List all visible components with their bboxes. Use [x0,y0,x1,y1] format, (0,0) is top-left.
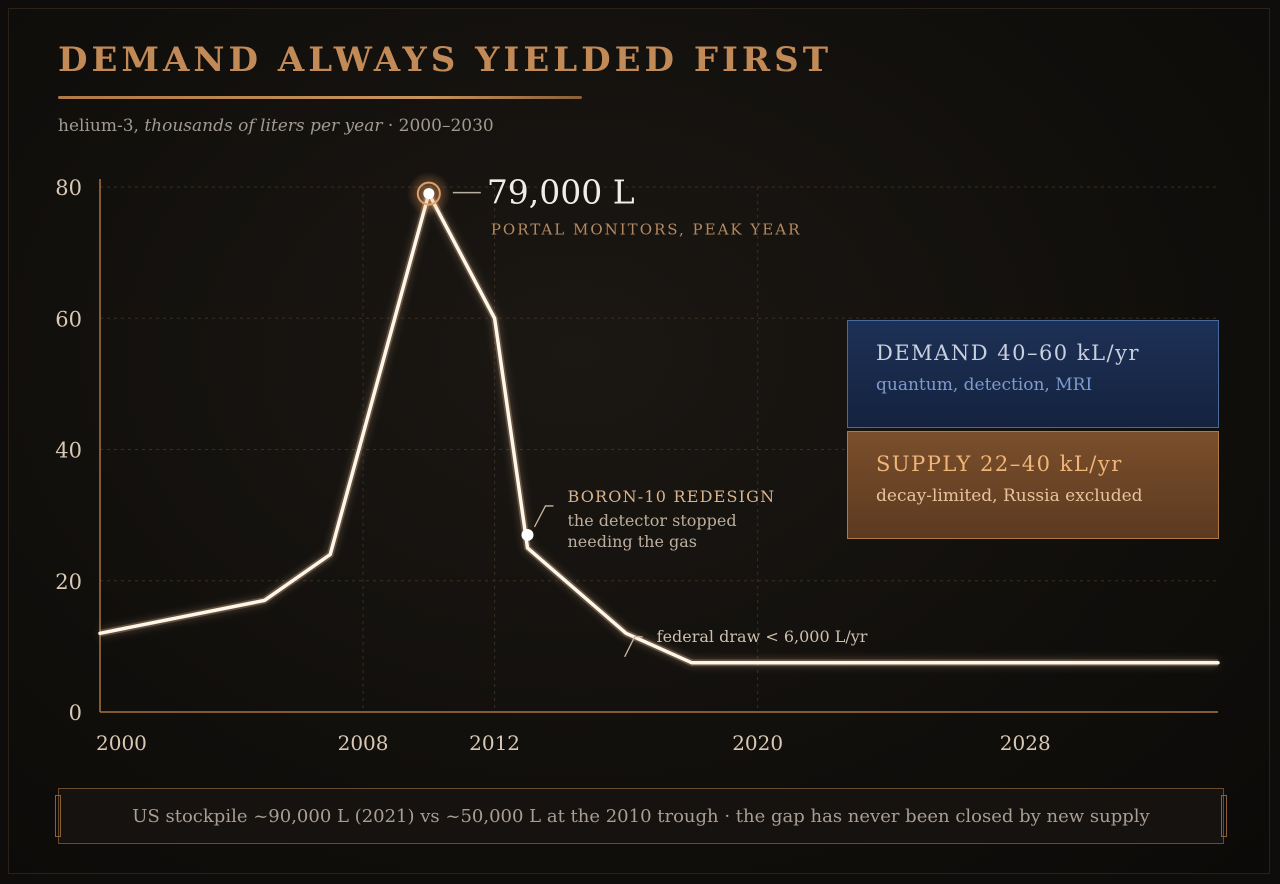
subtitle-lead: helium-3, [58,116,145,136]
x-tick-label-2028: 2028 [1000,731,1051,755]
demand-legend-box: DEMAND 40–60 kL/yr quantum, detection, M… [847,320,1219,428]
boron-annotation-line-1: needing the gas [567,532,697,551]
peak-caption: PORTAL MONITORS, PEAK YEAR [491,221,802,239]
x-tick-label-2008: 2008 [338,731,389,755]
peak-marker [423,188,435,200]
peak-value-label: 79,000 L [487,173,635,212]
y-tick-label-20: 20 [55,570,82,594]
footer-text: US stockpile ~90,000 L (2021) vs ~50,000… [132,805,1150,827]
demand-legend-title: DEMAND 40–60 kL/yr [876,341,1140,365]
supply-legend-detail: decay-limited, Russia excluded [876,486,1143,506]
y-tick-label-80: 80 [55,176,82,200]
footer-ornament-right [1221,795,1227,837]
title-underline [58,96,582,99]
x-tick-label-2000: 2000 [96,731,147,755]
federal-draw-label: federal draw < 6,000 L/yr [657,627,868,646]
footer-note: US stockpile ~90,000 L (2021) vs ~50,000… [55,788,1227,844]
subtitle-range: · 2000–2030 [382,116,494,136]
tick-labels: 0 20 40 60 80 2000 2008 2012 2020 2028 [55,176,1050,755]
annotations: 79,000 L PORTAL MONITORS, PEAK YEAR BORON-… [406,171,868,658]
x-tick-label-2020: 2020 [732,731,783,755]
boron-annotation-line-0: the detector stopped [567,511,736,530]
y-tick-label-40: 40 [55,439,82,463]
boron-annotation-title: BORON-10 REDESIGN [567,487,775,506]
footer-ornament-left [55,795,61,837]
boron-leader-line [533,505,554,528]
series [98,190,1220,667]
subtitle-units: thousands of liters per year [144,116,383,136]
axes [99,179,1218,713]
y-tick-label-60: 60 [55,307,82,331]
federal-leader-line [624,636,643,658]
chart-subtitle: helium-3, thousands of liters per year ·… [58,116,494,136]
series-glow-0 [99,190,1218,667]
series-line-0 [98,191,1220,665]
boron-marker [521,528,534,541]
demand-legend-detail: quantum, detection, MRI [876,375,1093,395]
peak-marker-ring [416,181,441,206]
supply-legend-box: SUPPLY 22–40 kL/yr decay-limited, Russia… [847,431,1219,539]
x-tick-label-2012: 2012 [469,731,520,755]
y-tick-label-0: 0 [69,701,82,725]
chart-title: DEMAND ALWAYS YIELDED FIRST [58,40,833,80]
supply-legend-title: SUPPLY 22–40 kL/yr [876,452,1123,476]
